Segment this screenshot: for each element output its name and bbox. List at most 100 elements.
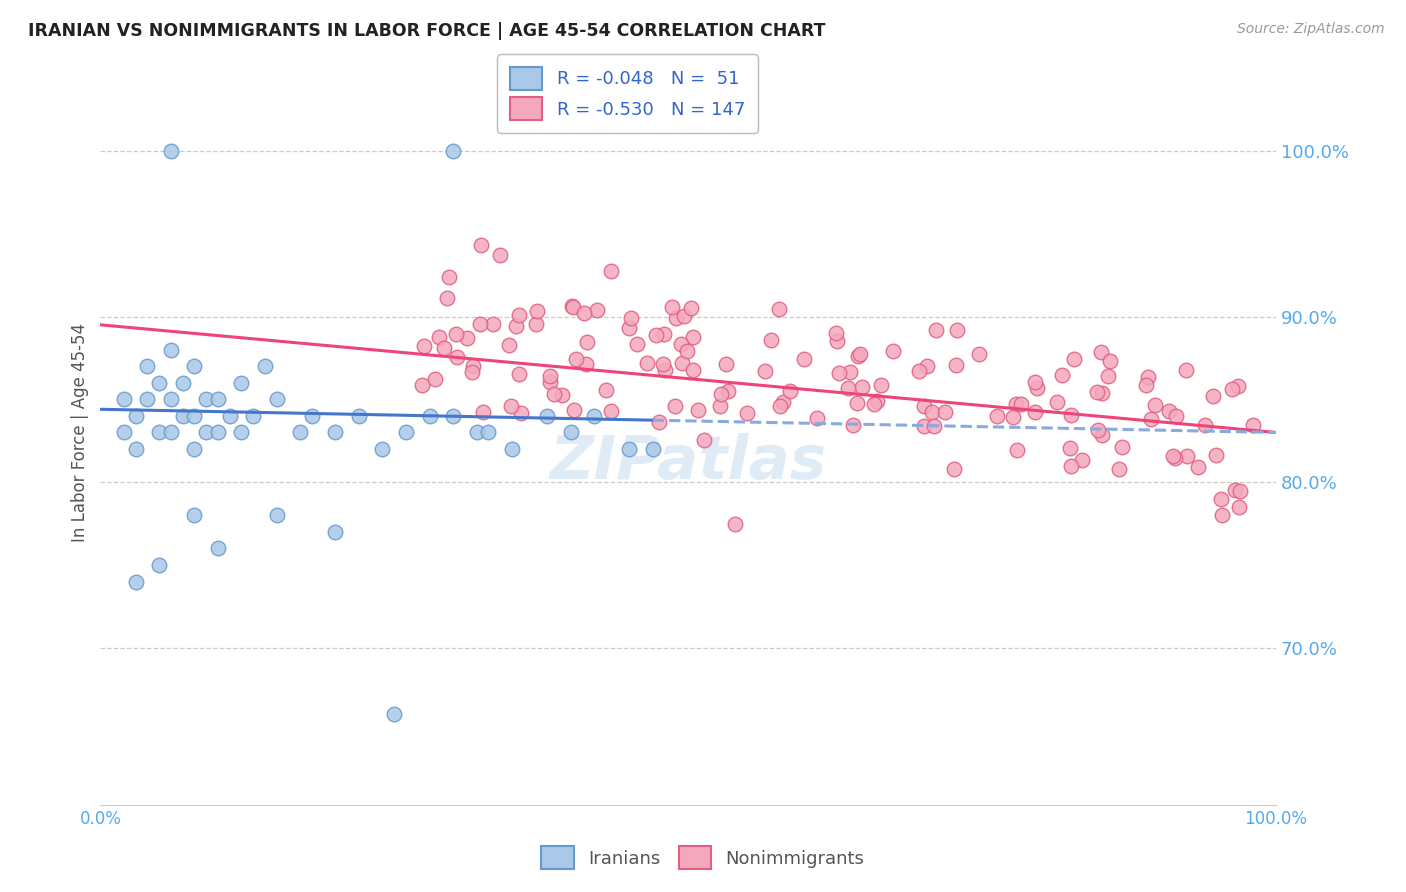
Point: [714, 357, 737, 371]
Point: [942, 462, 965, 476]
Point: [644, 328, 666, 343]
Point: [1157, 404, 1180, 418]
Point: [538, 375, 561, 389]
Point: [912, 418, 935, 433]
Point: [444, 326, 467, 341]
Point: [460, 365, 482, 379]
Point: [583, 409, 606, 423]
Point: [441, 409, 464, 423]
Point: [866, 394, 889, 409]
Point: [148, 558, 170, 572]
Point: [218, 409, 240, 423]
Point: [908, 364, 931, 378]
Point: [1211, 508, 1233, 523]
Point: [395, 425, 418, 440]
Point: [1108, 462, 1130, 476]
Point: [837, 381, 859, 395]
Point: [572, 306, 595, 320]
Point: [619, 442, 641, 456]
Point: [709, 400, 731, 414]
Point: [446, 350, 468, 364]
Point: [1194, 418, 1216, 433]
Point: [1085, 384, 1108, 399]
Point: [505, 318, 527, 333]
Point: [636, 356, 658, 370]
Point: [1024, 405, 1046, 419]
Point: [921, 405, 943, 419]
Text: IRANIAN VS NONIMMIGRANTS IN LABOR FORCE | AGE 45-54 CORRELATION CHART: IRANIAN VS NONIMMIGRANTS IN LABOR FORCE …: [28, 22, 825, 40]
Point: [922, 418, 945, 433]
Point: [325, 524, 347, 539]
Point: [1111, 440, 1133, 454]
Point: [648, 415, 671, 429]
Legend: Iranians, Nonimmigrants: Iranians, Nonimmigrants: [533, 838, 873, 879]
Point: [575, 357, 598, 371]
Point: [1241, 417, 1264, 432]
Point: [1177, 449, 1199, 463]
Point: [827, 366, 849, 380]
Point: [1227, 500, 1250, 514]
Point: [842, 418, 865, 433]
Point: [664, 400, 686, 414]
Point: [456, 331, 478, 345]
Point: [863, 397, 886, 411]
Point: [1026, 382, 1049, 396]
Point: [1209, 491, 1232, 506]
Point: [499, 399, 522, 413]
Point: [620, 310, 643, 325]
Point: [508, 367, 530, 381]
Point: [427, 329, 450, 343]
Point: [869, 378, 891, 392]
Point: [160, 343, 183, 357]
Point: [551, 388, 574, 402]
Point: [754, 364, 776, 378]
Point: [465, 425, 488, 440]
Point: [470, 238, 492, 252]
Point: [1137, 370, 1160, 384]
Point: [382, 706, 405, 721]
Point: [717, 384, 740, 399]
Point: [769, 399, 792, 413]
Point: [661, 300, 683, 314]
Point: [575, 334, 598, 349]
Point: [1205, 448, 1227, 462]
Point: [266, 508, 288, 523]
Point: [1059, 409, 1081, 423]
Point: [564, 351, 586, 366]
Point: [1091, 385, 1114, 400]
Point: [1175, 362, 1198, 376]
Point: [851, 380, 873, 394]
Point: [207, 425, 229, 440]
Point: [945, 358, 967, 372]
Point: [710, 387, 733, 401]
Point: [172, 376, 194, 390]
Point: [425, 372, 447, 386]
Point: [371, 442, 394, 456]
Point: [724, 516, 747, 531]
Point: [1099, 353, 1122, 368]
Point: [524, 317, 547, 331]
Point: [1202, 389, 1225, 403]
Point: [779, 384, 801, 398]
Point: [915, 359, 938, 374]
Point: [1222, 382, 1244, 396]
Point: [806, 410, 828, 425]
Point: [148, 376, 170, 390]
Point: [654, 363, 676, 377]
Point: [1091, 427, 1114, 442]
Point: [759, 333, 782, 347]
Text: ZIPatlas: ZIPatlas: [550, 433, 827, 491]
Point: [183, 508, 205, 523]
Point: [510, 406, 533, 420]
Point: [561, 299, 583, 313]
Point: [437, 270, 460, 285]
Point: [1059, 441, 1081, 455]
Point: [1164, 451, 1187, 466]
Point: [470, 317, 492, 331]
Point: [136, 359, 159, 374]
Point: [124, 574, 146, 589]
Point: [849, 347, 872, 361]
Point: [845, 395, 868, 409]
Point: [1001, 410, 1024, 425]
Point: [183, 359, 205, 374]
